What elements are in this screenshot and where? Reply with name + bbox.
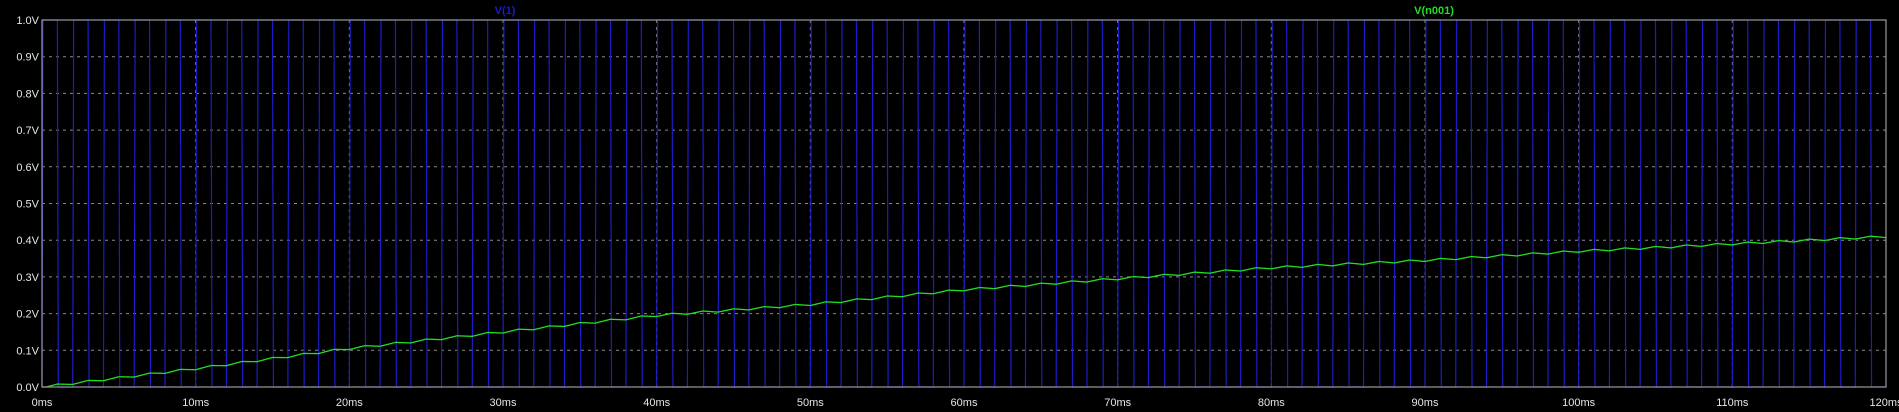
x-tick-label: 20ms (336, 397, 363, 409)
y-tick-label: 0.8V (16, 88, 39, 100)
legend: V(1) V(n001) (495, 5, 1455, 17)
y-axis-ticks: 0.0V 0.1V 0.2V 0.3V 0.4V 0.5V 0.6V 0.7V 0.8V 0.9V… (16, 15, 39, 394)
legend-vn001[interactable]: V(n001) (1414, 5, 1454, 17)
x-tick-label: 30ms (490, 397, 517, 409)
x-tick-label: 100ms (1562, 397, 1596, 409)
x-tick-label: 10ms (182, 397, 209, 409)
y-tick-label: 0.9V (16, 52, 39, 64)
y-tick-label: 0.6V (16, 162, 39, 174)
y-tick-label: 0.4V (16, 235, 39, 247)
x-tick-label: 0ms (32, 397, 53, 409)
plot-frame (41, 19, 1887, 388)
x-tick-label: 60ms (951, 397, 978, 409)
series-vn001-line (42, 235, 1887, 388)
x-tick-label: 70ms (1104, 397, 1131, 409)
x-tick-label: 50ms (797, 397, 824, 409)
y-tick-label: 0.5V (16, 199, 39, 211)
y-tick-label: 0.7V (16, 125, 39, 137)
x-tick-label: 80ms (1258, 397, 1285, 409)
x-tick-label: 110ms (1716, 397, 1749, 409)
y-tick-label: 0.3V (16, 272, 39, 284)
y-tick-label: 1.0V (16, 15, 39, 27)
y-tick-label: 0.2V (16, 309, 39, 321)
legend-v1[interactable]: V(1) (495, 5, 516, 17)
y-tick-label: 0.0V (16, 382, 39, 394)
y-tick-label: 0.1V (16, 345, 39, 357)
x-tick-label: 120ms (1869, 397, 1899, 409)
x-tick-label: 90ms (1412, 397, 1439, 409)
x-tick-label: 40ms (643, 397, 670, 409)
x-axis-ticks: 0ms 10ms 20ms 30ms 40ms 50ms 60ms 70ms 80ms 90ms 1… (32, 397, 1899, 409)
